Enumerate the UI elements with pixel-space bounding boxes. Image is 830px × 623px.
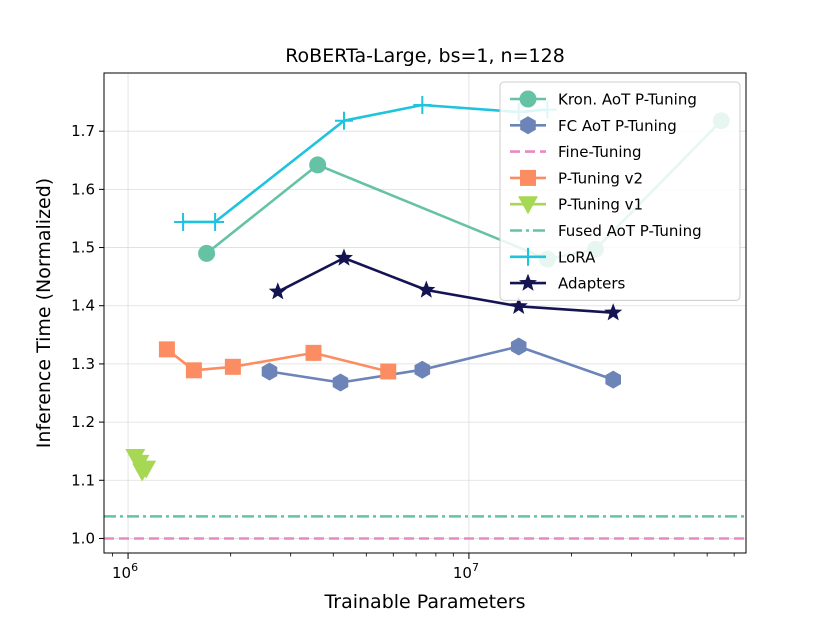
plot-frame (103, 72, 747, 554)
data-point (332, 373, 349, 392)
legend-box (499, 81, 741, 301)
series-p-tuning-v2 (158, 341, 397, 380)
legend-marker (520, 116, 536, 135)
legend-entry: P-Tuning v2 (510, 169, 643, 187)
chart-title: RoBERTa-Large, bs=1, n=128 (285, 45, 565, 67)
legend-label: Kron. AoT P-Tuning (558, 91, 697, 109)
data-point (185, 362, 202, 379)
x-axis-label: Trainable Parameters (323, 591, 525, 613)
y-tick-label: 1.0 (71, 529, 95, 547)
data-point (305, 344, 322, 361)
legend-entry: FC AoT P-Tuning (510, 116, 677, 135)
axis-ticks: 1.0 1.1 1.2 1.3 1.4 1.5 1.6 1.7 106 107 (71, 122, 735, 582)
data-point (309, 156, 327, 174)
data-point (604, 303, 623, 321)
legend-marker (520, 169, 536, 186)
data-point (510, 337, 527, 356)
data-point (509, 296, 528, 314)
data-point (206, 212, 225, 231)
data-point (158, 341, 175, 358)
legend-entry: Adapters (510, 273, 626, 293)
y-tick-label: 1.3 (71, 355, 95, 373)
legend-label: P-Tuning v1 (558, 196, 643, 214)
series-p-tuning-v1 (125, 449, 157, 482)
data-point (413, 96, 432, 114)
legend-marker (518, 196, 538, 215)
legend-entry: Fused AoT P-Tuning (510, 222, 702, 240)
data-point (268, 282, 287, 300)
y-tick-label: 1.4 (71, 297, 95, 315)
data-point (136, 460, 157, 479)
y-tick-label: 1.2 (71, 413, 95, 431)
data-point (224, 358, 241, 375)
legend-label: FC AoT P-Tuning (558, 117, 677, 135)
legend-label: Fine-Tuning (558, 143, 642, 161)
legend-entry: P-Tuning v1 (510, 196, 643, 215)
legend-label: P-Tuning v2 (558, 169, 643, 187)
series-fc-aot-p-tuning (261, 337, 621, 392)
legend-marker (519, 90, 537, 108)
data-point (605, 370, 621, 389)
data-point (414, 360, 431, 379)
data-point (380, 363, 397, 380)
y-tick-label: 1.6 (71, 180, 95, 198)
x-tick-label: 107 (453, 561, 479, 582)
legend-entry: LoRA (510, 247, 596, 266)
legend-entry: Fine-Tuning (510, 143, 642, 161)
y-tick-label: 1.7 (71, 122, 95, 140)
data-point (198, 244, 216, 262)
series-line (183, 103, 548, 224)
legend-label: Adapters (558, 275, 626, 293)
data-point (174, 212, 193, 231)
data-point (417, 280, 436, 298)
y-tick-label: 1.5 (71, 239, 95, 257)
legend-label: LoRA (558, 248, 596, 266)
y-axis-label: Inference Time (Normalized) (33, 178, 55, 448)
data-point (334, 248, 353, 266)
legend-marker (519, 247, 537, 266)
legend-label: Fused AoT P-Tuning (558, 222, 702, 240)
series-lora (174, 96, 557, 231)
y-tick-label: 1.1 (71, 471, 95, 489)
series-adapters (268, 248, 623, 321)
legend-entry: Kron. AoT P-Tuning (510, 90, 697, 109)
legend: Kron. AoT P-Tuning FC AoT P-Tuning Fine-Tu… (499, 81, 741, 301)
x-tick-label: 106 (112, 561, 138, 582)
data-point (261, 362, 278, 381)
legend-marker (519, 273, 537, 291)
data-point (334, 111, 353, 130)
